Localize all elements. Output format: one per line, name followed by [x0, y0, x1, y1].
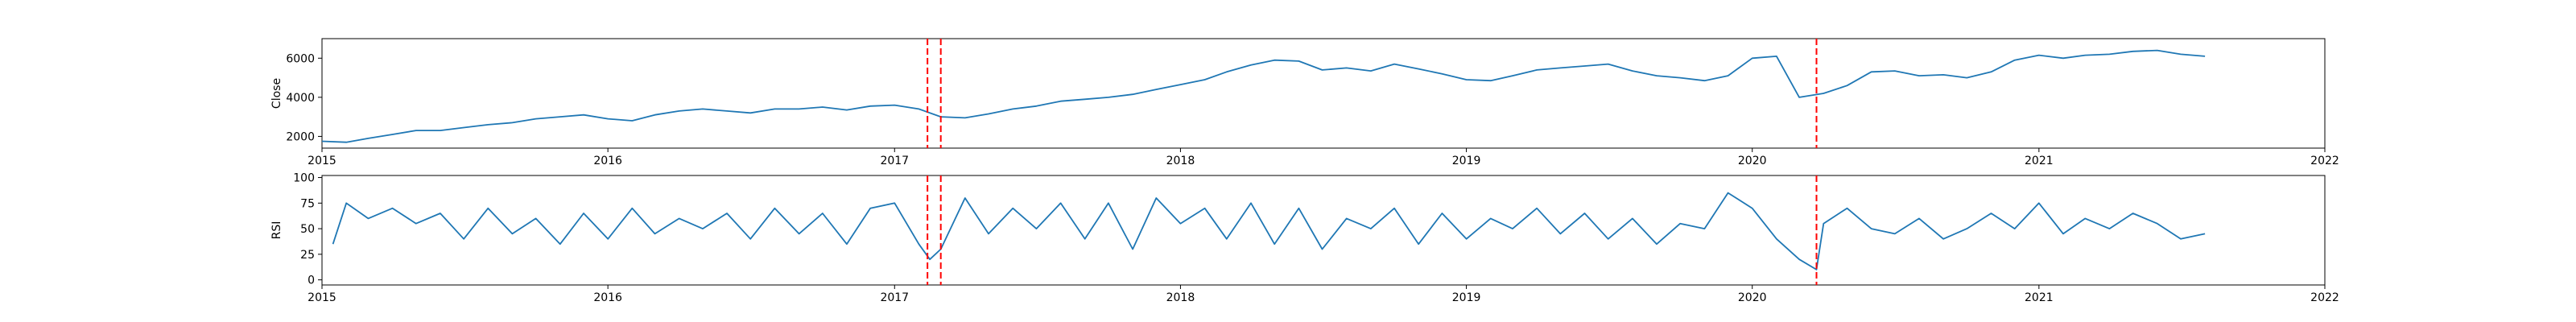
rsi-x-tick-label: 2019 [1452, 291, 1481, 304]
close-series-line [321, 49, 2206, 143]
close-x-tick-label: 2021 [2025, 155, 2054, 167]
close-x-tick-label: 2017 [880, 155, 909, 167]
close-x-tick-label: 2018 [1166, 155, 1195, 167]
rsi-series-line [332, 192, 2206, 270]
rsi-y-tick-label: 50 [300, 223, 315, 236]
rsi-panel: RSI 2015 2016 2017 2018 2019 2020 2021 2022 0 25 5… [270, 172, 2339, 304]
close-y-axis-label: Close [270, 78, 283, 109]
rsi-x-tick-label: 2021 [2025, 291, 2054, 304]
close-price-panel: Close 2015 2016 2017 2018 2019 2020 2021 2022 20… [270, 38, 2339, 167]
close-plot-frame [321, 38, 2326, 149]
close-y-tick-label: 6000 [286, 52, 315, 65]
close-x-tick-label: 2020 [1738, 155, 1767, 167]
rsi-y-tick-label: 75 [300, 197, 315, 210]
rsi-y-axis-label: RSI [270, 221, 283, 240]
close-y-tick-label: 4000 [286, 92, 315, 105]
close-y-tick-label: 2000 [286, 130, 315, 143]
rsi-y-tick-label: 25 [300, 249, 315, 262]
rsi-x-tick-label: 2016 [593, 291, 622, 304]
rsi-x-tick-label: 2017 [880, 291, 909, 304]
rsi-plot-frame [321, 175, 2326, 286]
close-x-tick-label: 2015 [308, 155, 336, 167]
close-x-tick-label: 2016 [593, 155, 622, 167]
rsi-x-tick-label: 2015 [308, 291, 336, 304]
close-x-tick-label: 2019 [1452, 155, 1481, 167]
rsi-y-tick-label: 0 [308, 275, 315, 287]
rsi-x-tick-label: 2018 [1166, 291, 1195, 304]
rsi-x-tick-label: 2022 [2310, 291, 2339, 304]
rsi-x-tick-label: 2020 [1738, 291, 1767, 304]
close-x-tick-label: 2022 [2310, 155, 2339, 167]
rsi-y-tick-label: 100 [293, 172, 315, 185]
